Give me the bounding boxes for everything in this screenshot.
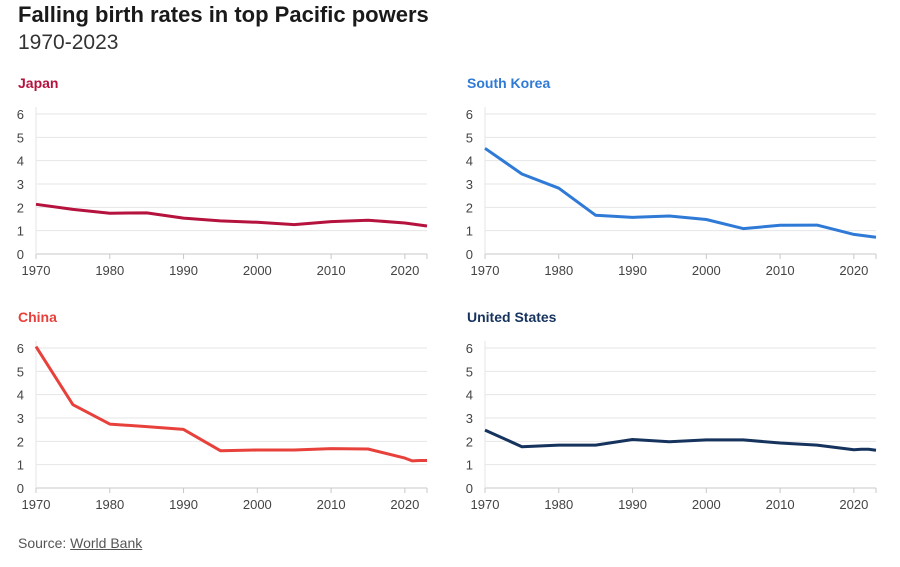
y-tick-label-china-2: 2 <box>17 434 24 449</box>
series-line-south-korea <box>484 147 877 239</box>
chart-title-united-states: United States <box>467 309 557 325</box>
y-tick-label-south-korea-5: 5 <box>466 130 473 145</box>
y-tick-label-united-states-2: 2 <box>466 434 473 449</box>
x-tick-label-japan-2000: 2000 <box>243 263 272 278</box>
y-tick-label-south-korea-4: 4 <box>466 154 473 169</box>
y-tick-label-south-korea-0: 0 <box>466 247 473 262</box>
x-tick-label-united-states-1970: 1970 <box>471 497 500 512</box>
chart-title-south-korea: South Korea <box>467 75 550 91</box>
chart-south-korea: South Korea 0 1 2 3 4 5 6 1970 1980 1990 2000 2010 20… <box>466 75 877 278</box>
y-tick-label-south-korea-1: 1 <box>466 224 473 239</box>
x-tick-label-japan-1990: 1990 <box>169 263 198 278</box>
series-line-united-states <box>484 428 877 452</box>
x-tick-label-united-states-2020: 2020 <box>839 497 868 512</box>
y-tick-label-china-5: 5 <box>17 364 24 379</box>
y-tick-label-south-korea-2: 2 <box>466 200 473 215</box>
y-tick-label-japan-1: 1 <box>17 224 24 239</box>
x-tick-label-japan-2020: 2020 <box>390 263 419 278</box>
y-tick-label-japan-5: 5 <box>17 130 24 145</box>
x-tick-label-south-korea-2020: 2020 <box>839 263 868 278</box>
x-tick-label-south-korea-1980: 1980 <box>544 263 573 278</box>
y-tick-label-united-states-4: 4 <box>466 388 473 403</box>
chart-japan: Japan 0 1 2 3 4 5 6 1970 1980 1990 2000 2010 2020 <box>17 75 428 278</box>
series-line-japan <box>35 202 428 228</box>
y-tick-label-japan-2: 2 <box>17 200 24 215</box>
chart-china: China 0 1 2 3 4 5 6 1970 1980 1990 2000 2010 2020 <box>17 309 428 512</box>
x-tick-label-china-2000: 2000 <box>243 497 272 512</box>
source-link[interactable]: World Bank <box>70 535 143 551</box>
chart-united-states: United States 0 1 2 3 4 5 6 1970 1980 1990 2000 2010… <box>466 309 877 512</box>
y-tick-label-united-states-6: 6 <box>466 341 473 356</box>
y-tick-label-south-korea-3: 3 <box>466 177 473 192</box>
y-tick-label-japan-6: 6 <box>17 107 24 122</box>
series-line-china <box>34 345 427 463</box>
x-tick-label-south-korea-2010: 2010 <box>766 263 795 278</box>
y-tick-label-china-6: 6 <box>17 341 24 356</box>
page-title: Falling birth rates in top Pacific power… <box>18 2 429 27</box>
y-tick-label-united-states-0: 0 <box>466 481 473 496</box>
x-tick-label-japan-1970: 1970 <box>22 263 51 278</box>
chart-title-china: China <box>18 309 57 325</box>
y-tick-label-south-korea-6: 6 <box>466 107 473 122</box>
y-tick-label-japan-4: 4 <box>17 154 24 169</box>
x-tick-label-united-states-2000: 2000 <box>692 497 721 512</box>
source-note: Source: World Bank <box>18 535 142 551</box>
y-tick-label-china-1: 1 <box>17 458 24 473</box>
x-tick-label-united-states-1980: 1980 <box>544 497 573 512</box>
y-tick-label-japan-3: 3 <box>17 177 24 192</box>
x-tick-label-japan-1980: 1980 <box>95 263 124 278</box>
x-tick-label-japan-2010: 2010 <box>317 263 346 278</box>
x-tick-label-china-2020: 2020 <box>390 497 419 512</box>
y-tick-label-united-states-5: 5 <box>466 364 473 379</box>
x-tick-label-south-korea-1990: 1990 <box>618 263 647 278</box>
x-tick-label-united-states-2010: 2010 <box>766 497 795 512</box>
x-tick-label-south-korea-2000: 2000 <box>692 263 721 278</box>
y-tick-label-china-0: 0 <box>17 481 24 496</box>
y-tick-label-united-states-1: 1 <box>466 458 473 473</box>
y-tick-label-united-states-3: 3 <box>466 411 473 426</box>
x-tick-label-united-states-1990: 1990 <box>618 497 647 512</box>
y-tick-label-china-4: 4 <box>17 388 24 403</box>
y-tick-label-china-3: 3 <box>17 411 24 426</box>
x-tick-label-china-2010: 2010 <box>317 497 346 512</box>
x-tick-label-china-1970: 1970 <box>22 497 51 512</box>
y-tick-label-japan-0: 0 <box>17 247 24 262</box>
source-prefix: Source: <box>18 535 71 551</box>
x-tick-label-china-1990: 1990 <box>169 497 198 512</box>
chart-title-japan: Japan <box>18 75 58 91</box>
x-tick-label-china-1980: 1980 <box>95 497 124 512</box>
x-tick-label-south-korea-1970: 1970 <box>471 263 500 278</box>
page-subtitle: 1970-2023 <box>18 31 119 54</box>
